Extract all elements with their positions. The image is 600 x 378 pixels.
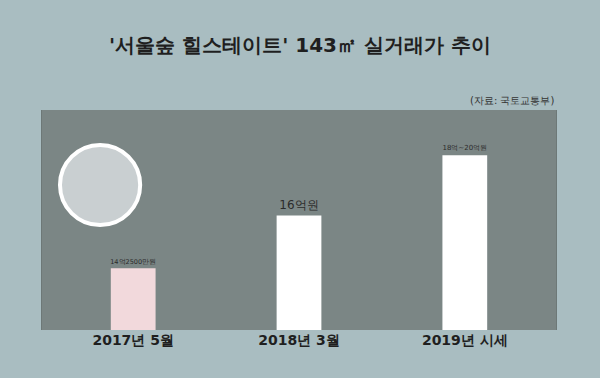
svg-text:'서울숲 힐스테이트' 143㎡ 실거래가 추이: '서울숲 힐스테이트' 143㎡ 실거래가 추이 bbox=[109, 33, 491, 57]
svg-text:2018년 3월: 2018년 3월 bbox=[258, 332, 340, 348]
svg-text:14억2500만원: 14억2500만원 bbox=[110, 258, 156, 266]
svg-text:18억~20억원: 18억~20억원 bbox=[442, 143, 487, 152]
svg-text:2019년 시세: 2019년 시세 bbox=[422, 332, 508, 348]
svg-text:16억원: 16억원 bbox=[279, 198, 318, 212]
svg-text:2017년 5월: 2017년 5월 bbox=[92, 332, 174, 348]
svg-text:(자료: 국토교통부): (자료: 국토교통부) bbox=[470, 95, 554, 106]
